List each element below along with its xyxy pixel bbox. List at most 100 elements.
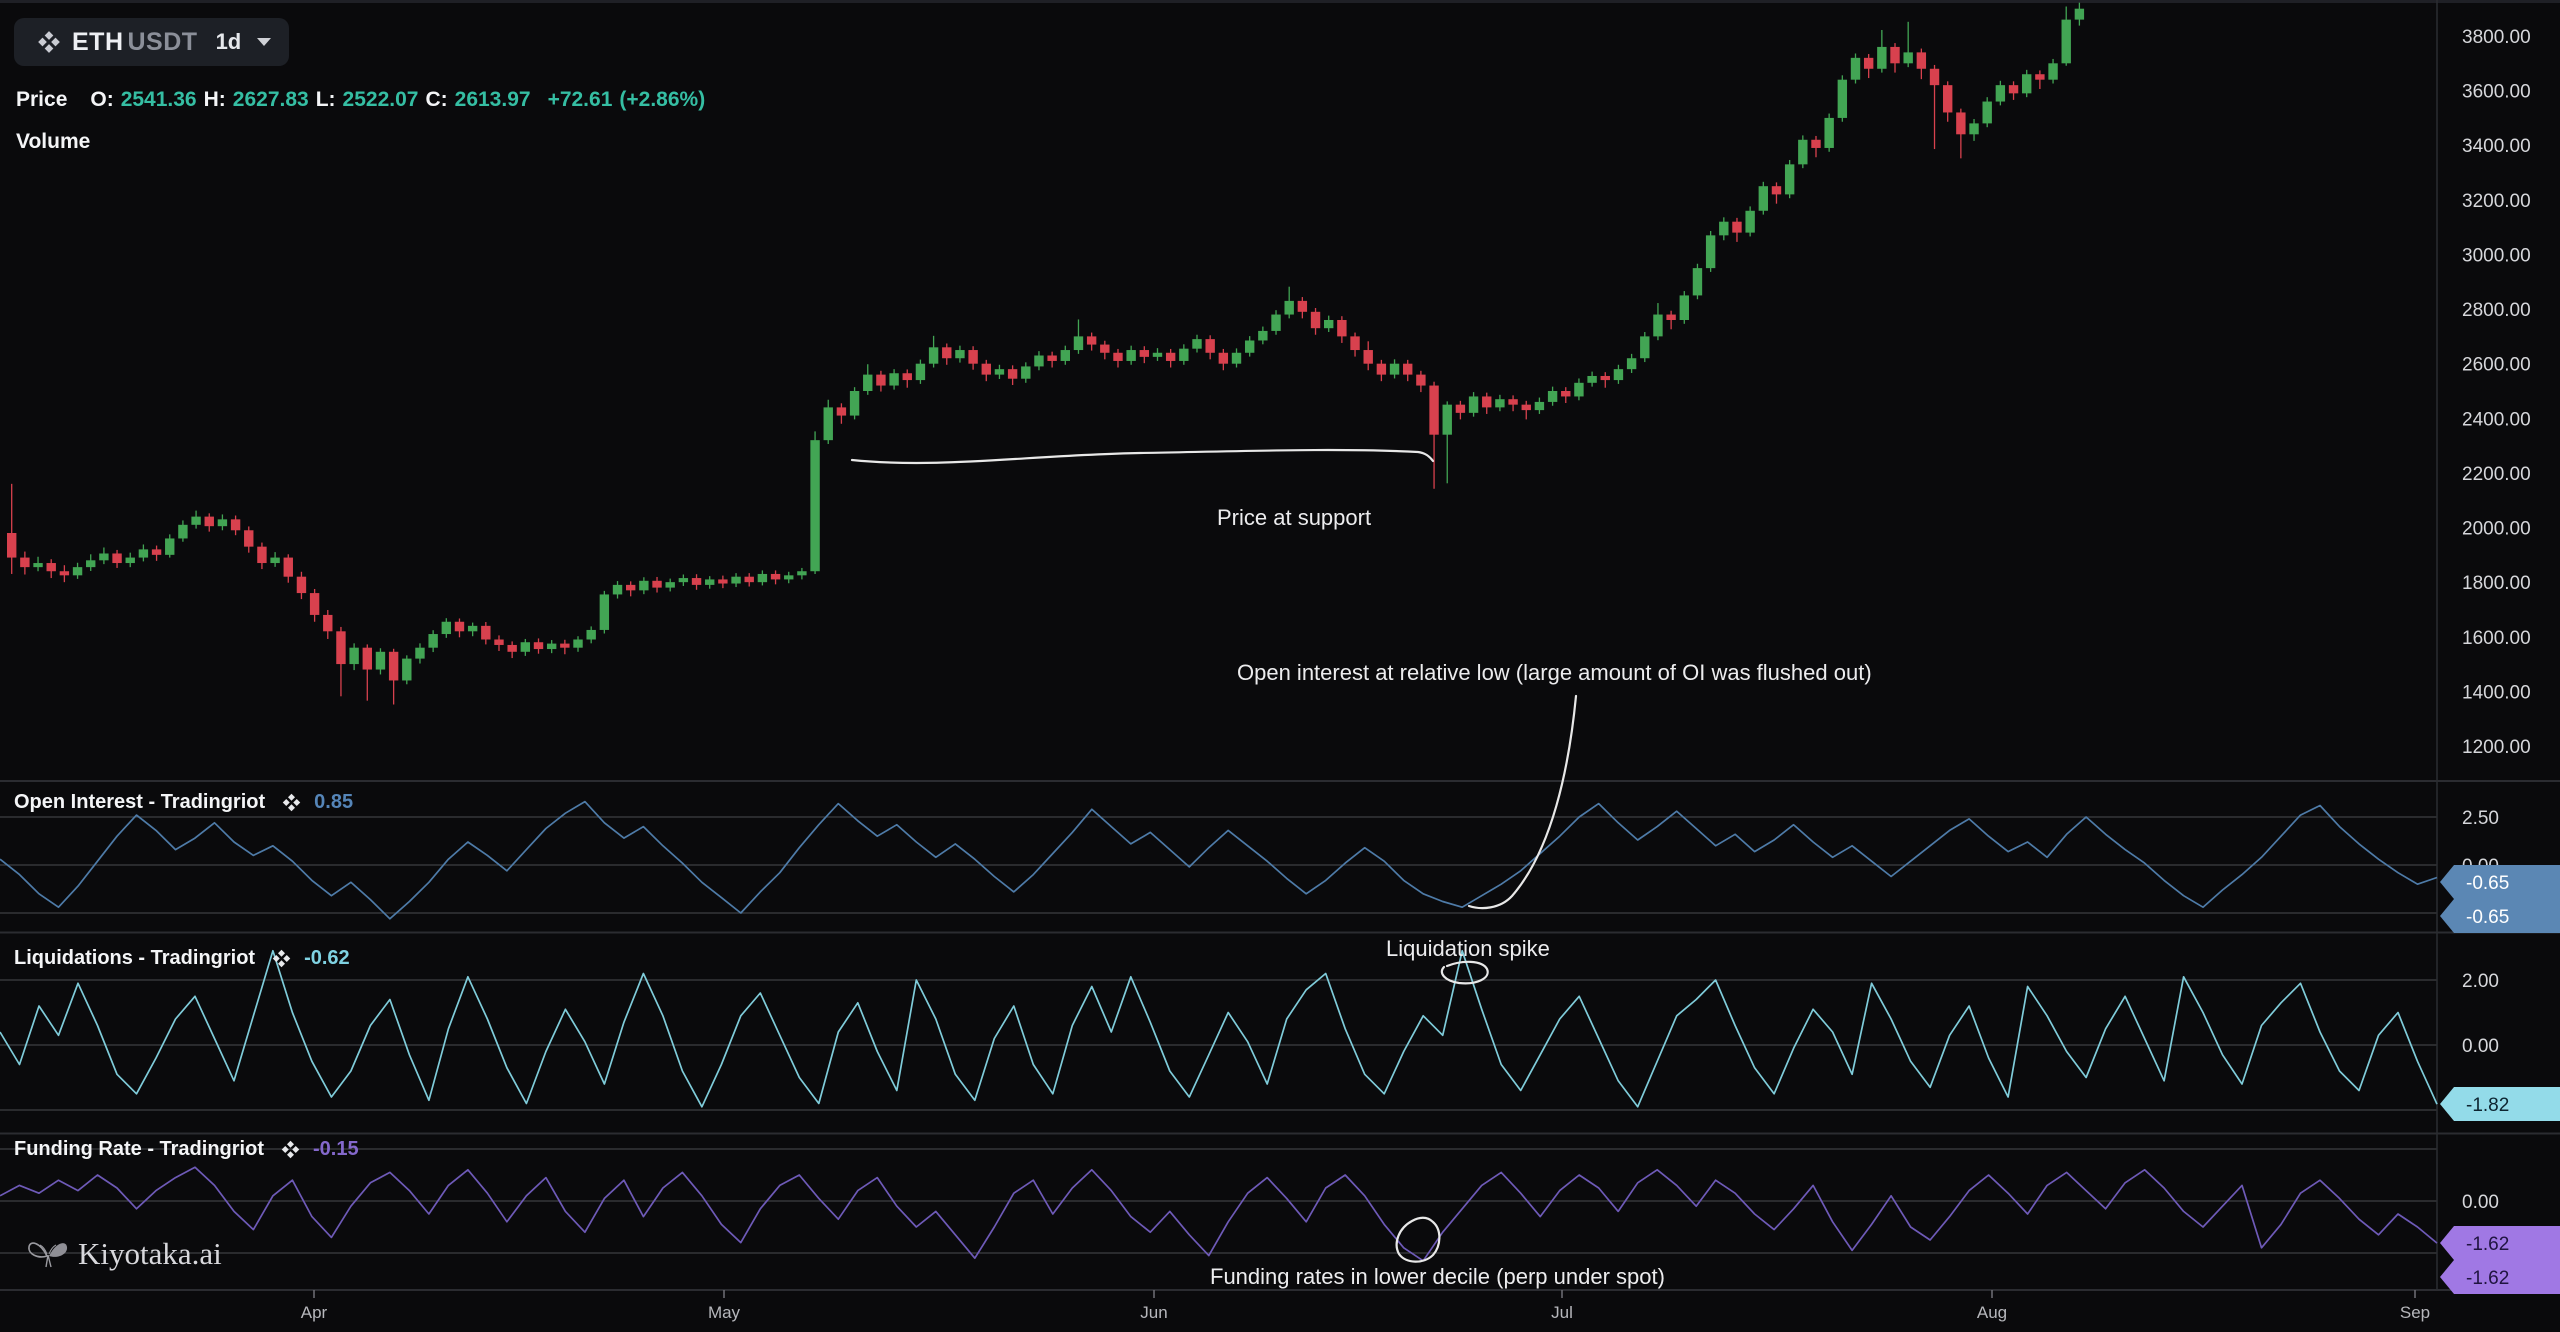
- pane-title-label: Funding Rate - Tradingriot: [14, 1138, 264, 1160]
- candle-body: [1310, 311, 1321, 329]
- candle-body: [1179, 348, 1189, 361]
- candle-body: [1771, 186, 1782, 195]
- open-value: 2541.36: [120, 88, 197, 111]
- candle-body: [902, 373, 912, 381]
- candle-body: [296, 576, 307, 594]
- candle-body: [1007, 369, 1018, 379]
- candle-body: [968, 350, 978, 364]
- price-legend-label: Price: [16, 88, 68, 111]
- candle-body: [217, 519, 228, 527]
- drawing-oi-arrow[interactable]: [1467, 694, 1578, 910]
- candle-body: [1613, 369, 1624, 381]
- candle-body: [1244, 340, 1255, 353]
- time-axis-label: May: [708, 1303, 741, 1322]
- candle-body: [2008, 85, 2019, 94]
- candle-body: [125, 557, 135, 564]
- annotation-open-interest-low[interactable]: Open interest at relative low (large amo…: [1237, 660, 1872, 685]
- annotation-price-at-support[interactable]: Price at support: [1217, 505, 1372, 530]
- candle-body: [1482, 396, 1492, 408]
- pane-separators: [0, 0, 2560, 1291]
- drawing-support-line[interactable]: [850, 448, 1435, 465]
- last-value-badge-text: -1.62: [2466, 1268, 2509, 1289]
- candle-body: [494, 639, 504, 645]
- candlestick-series: [7, 2, 2085, 705]
- candle-body: [731, 576, 741, 584]
- candle-body: [1468, 396, 1479, 413]
- price-axis-label: 1200.00: [2462, 737, 2531, 758]
- candle-body: [876, 374, 886, 386]
- fr-value-badges: -1.62 -1.62: [2440, 1226, 2560, 1294]
- candle-body: [323, 614, 333, 632]
- candle-body: [1574, 382, 1584, 397]
- fr-axis[interactable]: 0.00: [2462, 1192, 2499, 1213]
- candle-body: [1165, 352, 1176, 361]
- candle-body: [336, 631, 346, 665]
- indicator-axis-label: 0.00: [2462, 1036, 2499, 1057]
- candle-body: [1271, 314, 1281, 331]
- symbol-selector-button[interactable]: ETH USDT 1d: [14, 18, 290, 66]
- interval-label: 1d: [215, 29, 242, 54]
- indicator-axis-label: 0.00: [2462, 1192, 2499, 1213]
- time-axis[interactable]: Apr May Jun Jul Aug Sep: [301, 1290, 2430, 1322]
- candle-body: [1798, 139, 1808, 165]
- candle-body: [1811, 139, 1821, 148]
- price-axis-label: 3800.00: [2462, 27, 2531, 48]
- candle-body: [1745, 210, 1755, 233]
- candle-body: [770, 573, 781, 580]
- indicator-source-icon: [282, 793, 301, 812]
- candle-body: [1113, 352, 1123, 361]
- candle-body: [1534, 401, 1545, 411]
- candle-body: [955, 350, 965, 359]
- candle-body: [520, 642, 531, 652]
- price-axis-label: 3400.00: [2462, 136, 2531, 157]
- candle-body: [757, 573, 768, 583]
- close-key: C:: [425, 88, 448, 111]
- candle-body: [599, 594, 610, 630]
- change-percent: (+2.86%): [619, 88, 706, 111]
- candle-body: [1587, 375, 1597, 383]
- indicator-axis-label: 2.50: [2462, 808, 2499, 829]
- candle-body: [191, 516, 201, 525]
- candle-body: [1126, 350, 1136, 361]
- price-axis[interactable]: 3800.00 3600.00 3400.00 3200.00 3000.00 2800.…: [2462, 27, 2531, 758]
- candle-body: [836, 407, 847, 416]
- candle-body: [1547, 391, 1558, 402]
- price-axis-label: 1800.00: [2462, 573, 2531, 594]
- candle-body: [1508, 399, 1518, 405]
- candle-body: [1376, 363, 1387, 375]
- drawing-liq-doodle[interactable]: [1440, 960, 1489, 985]
- candle-body: [1060, 350, 1070, 361]
- butterfly-logo-icon: [28, 1242, 68, 1268]
- candle-body: [1877, 46, 1887, 69]
- oi-value-badges: -0.65 -0.65: [2440, 865, 2560, 933]
- price-axis-label: 2600.00: [2462, 355, 2531, 376]
- candle-body: [59, 571, 70, 576]
- candle-body: [942, 347, 952, 359]
- candle-body: [1732, 221, 1742, 233]
- candle-body: [573, 639, 583, 648]
- candle-body: [1692, 268, 1703, 296]
- candle-body: [415, 647, 425, 659]
- candle-body: [1403, 363, 1413, 375]
- candle-body: [1021, 366, 1031, 379]
- candle-body: [652, 580, 662, 588]
- candle-body: [151, 549, 162, 555]
- candle-body: [283, 557, 293, 577]
- candle-body: [1324, 320, 1334, 329]
- candle-body: [1495, 399, 1505, 408]
- candle-body: [165, 538, 175, 555]
- candle-body: [625, 584, 636, 591]
- symbol-base: ETH: [72, 27, 124, 56]
- price-axis-label: 2800.00: [2462, 300, 2531, 321]
- drawing-fr-doodle[interactable]: [1395, 1216, 1441, 1263]
- annotation-funding-lower-decile[interactable]: Funding rates in lower decile (perp unde…: [1210, 1264, 1665, 1289]
- time-axis-label: Sep: [2400, 1303, 2430, 1322]
- candle-body: [928, 347, 939, 364]
- annotation-liquidation-spike[interactable]: Liquidation spike: [1386, 936, 1550, 961]
- last-value-badge: [2440, 1260, 2560, 1294]
- candle-body: [718, 579, 728, 584]
- candle-body: [1034, 355, 1044, 367]
- candle-body: [349, 647, 359, 665]
